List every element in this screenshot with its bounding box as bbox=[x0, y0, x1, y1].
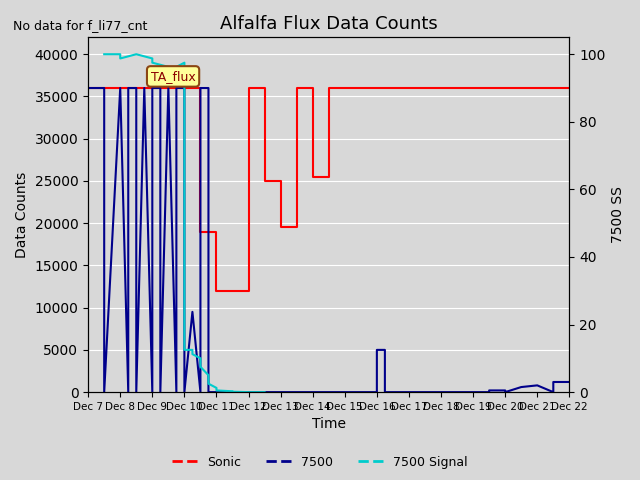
Y-axis label: 7500 SS: 7500 SS bbox=[611, 186, 625, 243]
Text: No data for f_li77_cnt: No data for f_li77_cnt bbox=[13, 19, 147, 32]
X-axis label: Time: Time bbox=[312, 418, 346, 432]
Legend: Sonic, 7500, 7500 Signal: Sonic, 7500, 7500 Signal bbox=[167, 451, 473, 474]
Y-axis label: Data Counts: Data Counts bbox=[15, 172, 29, 258]
Title: Alfalfa Flux Data Counts: Alfalfa Flux Data Counts bbox=[220, 15, 438, 33]
Text: TA_flux: TA_flux bbox=[150, 70, 195, 83]
